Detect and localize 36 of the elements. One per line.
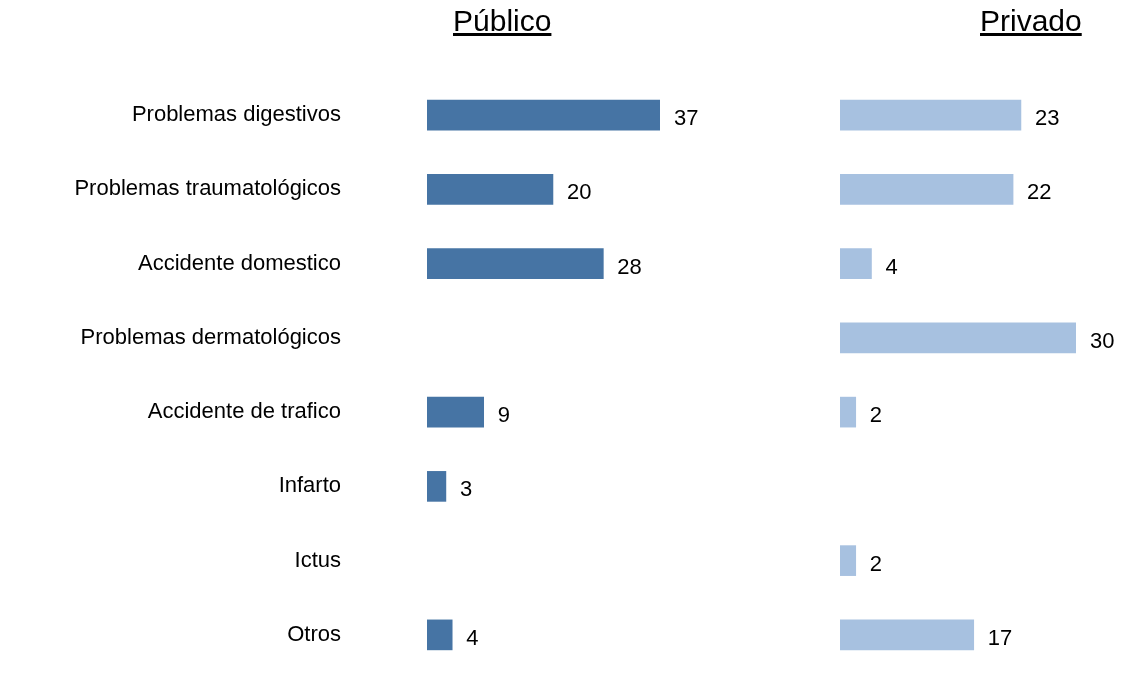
chart-title: Público	[453, 4, 552, 38]
bar	[840, 174, 1014, 205]
y-tick-label: Problemas digestivos	[131, 101, 341, 127]
y-tick-label: Accidente domestico	[138, 249, 341, 275]
bar	[840, 322, 1076, 354]
bar	[840, 396, 857, 428]
data-label: 2	[869, 402, 882, 428]
bar	[840, 545, 857, 576]
data-label: 28	[617, 253, 642, 279]
data-label: 20	[566, 179, 592, 205]
bar	[427, 174, 554, 205]
y-tick-label: Problemas dermatológicos	[80, 323, 341, 349]
data-label: 2	[869, 550, 882, 576]
bar	[840, 619, 975, 651]
bar	[427, 99, 660, 131]
bar	[427, 248, 604, 279]
bar	[840, 248, 872, 279]
data-label: 37	[674, 105, 699, 131]
y-tick-label: Ictus	[294, 546, 341, 572]
data-label: 3	[459, 476, 473, 502]
chart-title: Privado	[980, 4, 1082, 38]
data-label: 30	[1090, 327, 1115, 353]
data-label: 9	[497, 402, 510, 428]
bar	[427, 396, 485, 428]
data-label: 23	[1034, 105, 1060, 131]
data-label: 22	[1027, 179, 1052, 205]
bar	[427, 471, 447, 502]
data-label: 17	[987, 624, 1013, 650]
y-tick-label: Problemas traumatológicos	[74, 175, 341, 201]
bar	[840, 99, 1022, 131]
y-tick-label: Accidente de trafico	[147, 398, 341, 424]
bar	[427, 619, 453, 651]
data-label: 4	[885, 253, 898, 279]
y-tick-label: Otros	[287, 620, 341, 646]
y-tick-label: Infarto	[278, 472, 341, 498]
data-label: 4	[466, 624, 479, 650]
